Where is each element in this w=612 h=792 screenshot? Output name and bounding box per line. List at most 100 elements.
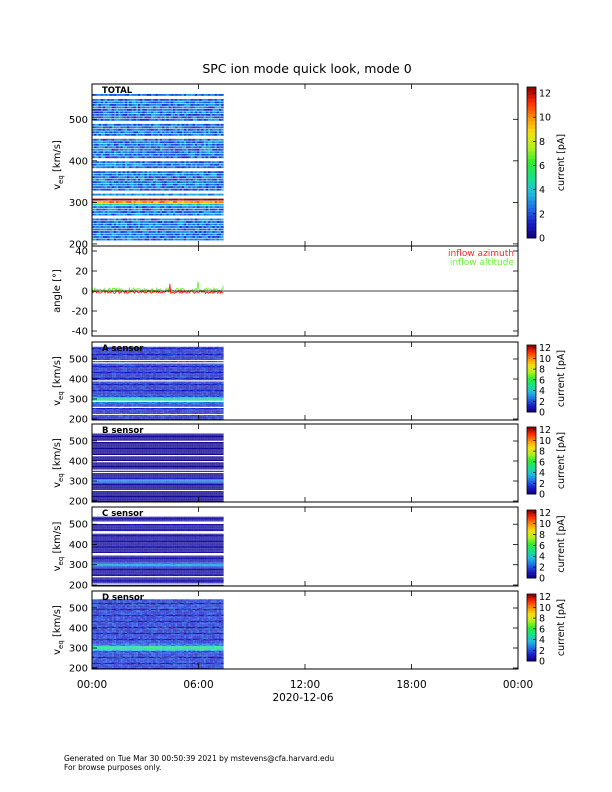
colorbar-tick-label: 6 <box>539 541 545 552</box>
x-tick-label: 18:00 <box>396 679 426 691</box>
y-tick-label: 300 <box>69 477 88 488</box>
y-axis-label-a-sensor: veq [km/s] <box>52 356 65 406</box>
y-axis-label-total: veq [km/s] <box>52 140 65 190</box>
colorbar-total: 0 2 4 6 8 10 12 current [pA] <box>526 86 567 245</box>
y-tick-label: 400 <box>69 457 88 468</box>
spectrogram-d-sensor <box>92 599 224 669</box>
y-axis-label-c-sensor: veq [km/s] <box>52 522 65 572</box>
colorbar-tick-label: 8 <box>539 365 545 376</box>
colorbar-tick-label: 10 <box>539 603 551 614</box>
colorbar-tick-label: 10 <box>539 113 551 124</box>
colorbar-frame-d-sensor <box>526 593 537 662</box>
colorbar-tick-label: 10 <box>539 436 551 447</box>
x-tick-label: 12:00 <box>290 679 320 691</box>
y-tick-label: 200 <box>69 415 88 426</box>
y-tick-label: 500 <box>69 437 88 448</box>
panel-label-c-sensor: C sensor <box>102 509 144 519</box>
colorbar-tick-label: 2 <box>539 479 545 490</box>
colorbar-tick-label: 12 <box>539 343 551 354</box>
colorbar-tick-label: 6 <box>539 375 545 386</box>
colorbar-frame-a-sensor <box>526 344 537 413</box>
spectrogram-c-sensor <box>92 516 224 586</box>
colorbar-tick-label: 8 <box>539 530 545 541</box>
y-axis-label-b-sensor: veq [km/s] <box>52 438 65 488</box>
colorbar-tick-label: 2 <box>539 563 545 574</box>
colorbar-tick-label: 8 <box>539 447 545 458</box>
colorbar-tick-label: 2 <box>539 209 545 220</box>
colorbar-tick-label: 4 <box>539 468 545 479</box>
y-axis-label-d-sensor: veq [km/s] <box>52 605 65 655</box>
colorbar-label-b-sensor: current [pA] <box>556 432 567 489</box>
footer-generated-line: Generated on Tue Mar 30 00:50:39 2021 by… <box>64 754 335 763</box>
colorbar-tick-label: 6 <box>539 624 545 635</box>
colorbar-tick-label: 12 <box>539 508 551 519</box>
legend-inflow-altitude: inflow altitude <box>450 258 515 268</box>
colorbar-tick-label: 12 <box>539 425 551 436</box>
colorbar-label-total: current [pA] <box>556 134 567 191</box>
colorbar-tick-label: 8 <box>539 614 545 625</box>
y-tick-label: 300 <box>69 560 88 571</box>
y-tick-label: 200 <box>69 580 88 591</box>
y-tick-label: 300 <box>69 198 88 209</box>
footer: Generated on Tue Mar 30 00:50:39 2021 by… <box>64 754 334 772</box>
y-tick-label: 300 <box>69 644 88 655</box>
x-tick-label: 06:00 <box>183 679 213 691</box>
colorbar-frame-c-sensor <box>526 509 537 579</box>
colorbar-tick-label: 10 <box>539 354 551 365</box>
footer-browse-line: For browse purposes only. <box>64 763 162 772</box>
y-tick-label: 400 <box>69 540 88 551</box>
y-tick-label: 200 <box>69 664 88 675</box>
panel-label-total: TOTAL <box>102 86 133 96</box>
y-tick-label: 0 <box>82 287 88 298</box>
figure-title: SPC ion mode quick look, mode 0 <box>202 61 411 76</box>
y-tick-label: 500 <box>69 520 88 531</box>
colorbar-tick-label: 0 <box>539 574 545 585</box>
time-axis: 00:00 06:00 12:00 18:00 00:00 2020-12-06 <box>77 679 533 704</box>
x-tick-label: 00:00 <box>77 679 107 691</box>
colorbar-tick-label: 4 <box>539 635 545 646</box>
x-date-label: 2020-12-06 <box>272 692 333 704</box>
colorbar-tick-label: 0 <box>539 657 545 668</box>
y-tick-label: 20 <box>75 267 88 278</box>
y-tick-label: 400 <box>69 375 88 386</box>
colorbar-tick-label: 4 <box>539 386 545 397</box>
colorbar-frame-total <box>526 86 537 239</box>
colorbar-tick-label: 12 <box>539 89 551 100</box>
spectrogram-b-sensor <box>92 433 224 502</box>
colorbar-tick-label: 12 <box>539 592 551 603</box>
colorbar-label-c-sensor: current [pA] <box>556 515 567 572</box>
spectrogram-total <box>92 93 224 241</box>
y-tick-label: 400 <box>69 156 88 167</box>
colorbar-tick-label: 4 <box>539 185 545 196</box>
colorbar-tick-label: 6 <box>539 457 545 468</box>
y-tick-label: 400 <box>69 624 88 635</box>
y-tick-label: 500 <box>69 115 88 126</box>
colorbar-tick-label: 6 <box>539 161 545 172</box>
panel-label-d-sensor: D sensor <box>102 593 145 603</box>
angle-series <box>91 281 224 295</box>
spectrogram-a-sensor <box>92 346 224 420</box>
colorbar-label-d-sensor: current [pA] <box>556 599 567 656</box>
inflow-azimuth-line <box>91 283 224 295</box>
colorbar-tick-label: 0 <box>539 490 545 501</box>
x-tick-label: 00:00 <box>503 679 533 691</box>
inflow-altitude-line <box>91 281 224 294</box>
y-axis-label-angle: angle [°] <box>52 269 63 313</box>
y-tick-label: 300 <box>69 395 88 406</box>
colorbar-tick-label: 2 <box>539 397 545 408</box>
y-tick-label: -20 <box>72 307 88 318</box>
y-tick-label: -40 <box>72 327 88 338</box>
y-tick-label: 200 <box>69 497 88 508</box>
colorbar-tick-label: 4 <box>539 552 545 563</box>
y-tick-label: 500 <box>69 355 88 366</box>
